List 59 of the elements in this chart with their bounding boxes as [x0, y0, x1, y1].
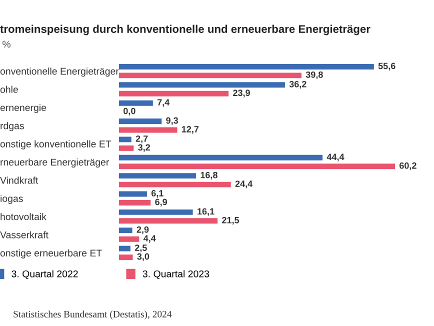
bar — [119, 136, 132, 142]
data-label: 3,2 — [138, 144, 150, 152]
y-tick-label: Vindkraft — [0, 176, 38, 184]
y-tick-label: ohle — [0, 86, 18, 93]
bar — [119, 209, 193, 215]
data-label: 36,2 — [289, 80, 306, 89]
y-tick-label: Vasserkraft — [0, 231, 48, 238]
text: % — [2, 40, 10, 48]
legend-label: 3. Quartal 2022 — [12, 270, 78, 280]
bar — [119, 218, 218, 224]
text: Statistisches Bundesamt (Destatis), 2024 — [14, 310, 172, 320]
data-label: 2,9 — [136, 226, 149, 234]
legend-label: 3. Quartal 2023 — [142, 270, 210, 280]
y-tick-label: iogas — [0, 194, 23, 204]
data-label: 21,5 — [222, 216, 240, 225]
data-label: 44,4 — [326, 154, 344, 162]
data-label: 60,2 — [399, 162, 416, 170]
bar — [119, 72, 302, 78]
bar — [119, 228, 132, 234]
y-tick-label: onventionelle Energieträger — [0, 68, 119, 77]
bar — [119, 90, 229, 96]
y-tick-label: onstige konventionelle ET — [0, 140, 112, 150]
chart-title: tromeinspeisung durch konventionelle und erneuerbare Energieträger — [0, 24, 370, 36]
data-label: 2,5 — [134, 244, 147, 252]
data-label: 9,3 — [166, 117, 178, 126]
y-tick-label: onstige erneuerbare ET — [0, 249, 102, 258]
data-label: 6,9 — [155, 198, 168, 206]
bar — [119, 246, 130, 252]
bar — [119, 82, 285, 88]
bar — [119, 154, 323, 160]
data-label: 16,1 — [198, 208, 214, 216]
y-tick-label: ernenergie — [0, 104, 46, 113]
bar — [119, 145, 134, 151]
bar — [119, 64, 374, 70]
bar — [119, 164, 395, 170]
data-label: 7,4 — [157, 99, 170, 107]
bar — [119, 254, 133, 260]
data-label: 12,7 — [182, 126, 199, 134]
data-label: 0,0 — [124, 108, 136, 116]
data-label: 23,9 — [233, 90, 250, 98]
data-label: 2,7 — [136, 135, 148, 144]
data-label: 24,4 — [235, 180, 253, 188]
data-label: 16,8 — [200, 172, 218, 180]
bar — [119, 236, 140, 242]
data-label: 6,1 — [151, 190, 164, 198]
bar — [119, 191, 147, 197]
bar — [119, 200, 151, 206]
y-tick-label: rdgas — [0, 122, 24, 132]
bar — [119, 182, 231, 188]
data-label: 3,0 — [137, 253, 150, 262]
bar — [119, 100, 153, 106]
data-label: 4,4 — [143, 235, 156, 243]
y-tick-label: rneuerbare Energieträger — [0, 158, 110, 168]
bar — [119, 173, 196, 179]
data-label: 55,6 — [378, 62, 396, 70]
bar — [119, 127, 178, 133]
y-tick-label: hotovoltaik — [0, 213, 46, 220]
data-label: 39,8 — [306, 71, 323, 80]
bar — [119, 118, 162, 124]
